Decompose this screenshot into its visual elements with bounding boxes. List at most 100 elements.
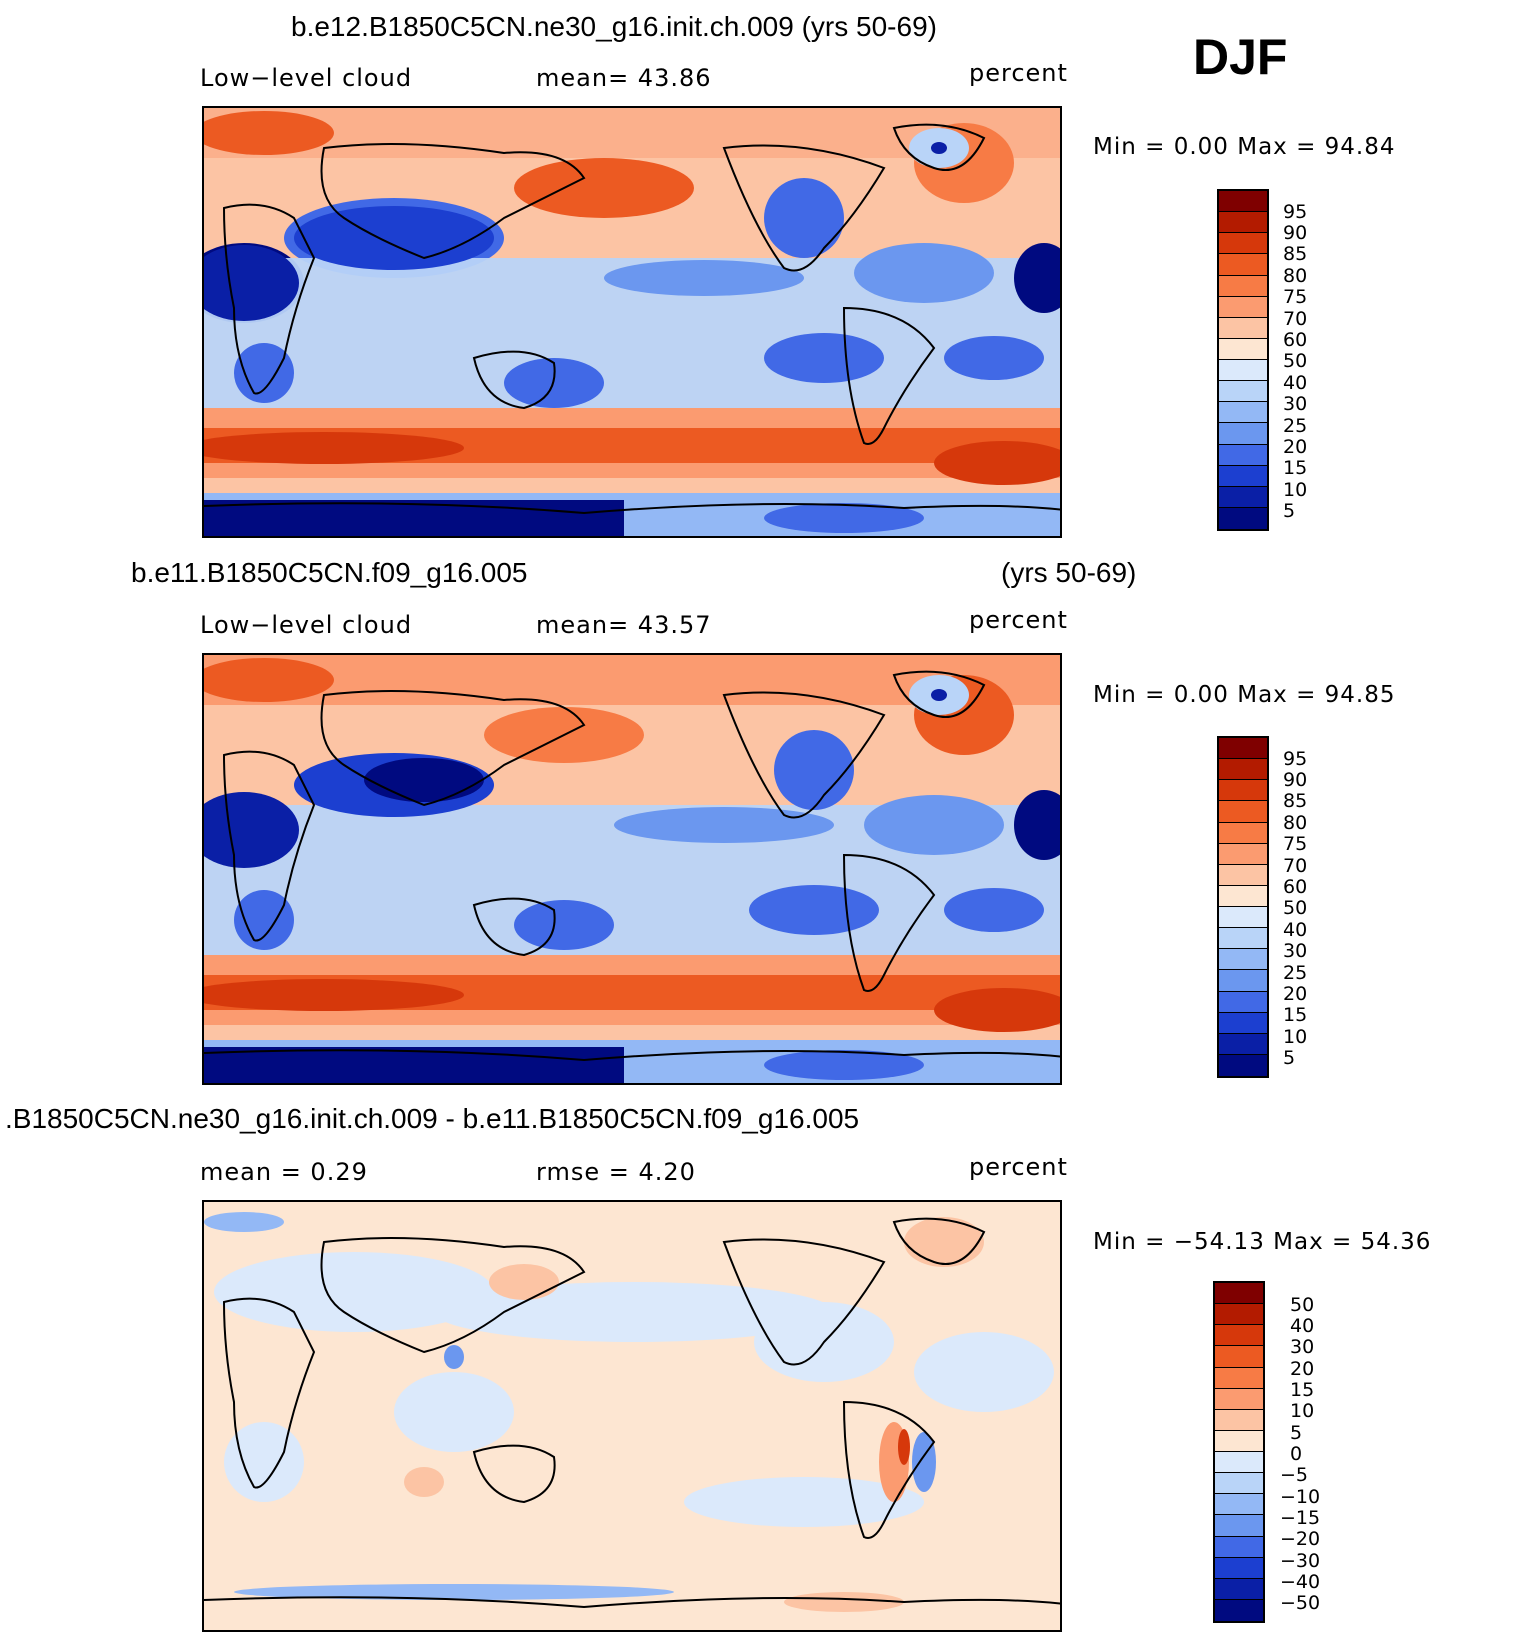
panel3-colorbar-segment <box>1215 1388 1263 1410</box>
panel2-colorbar-tick: 30 <box>1283 940 1308 962</box>
panel3-map-svg <box>204 1202 1060 1630</box>
panel2-colorbar-tick: 15 <box>1283 1004 1308 1026</box>
panel3-colorbar-segment <box>1215 1599 1263 1621</box>
panel2-title: b.e11.B1850C5CN.f09_g16.005 <box>131 557 528 588</box>
panel1-units-label: percent <box>969 59 1068 87</box>
panel1-colorbar-segment <box>1219 486 1267 508</box>
panel2-colorbar <box>1217 736 1269 1078</box>
panel1-colorbar-segment <box>1219 338 1267 360</box>
panel2-colorbar-segment <box>1219 928 1267 950</box>
panel1-colorbar-segment <box>1219 275 1267 297</box>
panel2-colorbar-segment <box>1219 738 1267 760</box>
panel1-colorbar-segment <box>1219 465 1267 487</box>
panel1-colorbar-tick: 70 <box>1283 308 1308 330</box>
panel1-colorbar-tick: 85 <box>1283 243 1308 265</box>
panel3-colorbar-segment <box>1215 1452 1263 1474</box>
panel1-colorbar-tick: 10 <box>1283 479 1308 501</box>
panel1-colorbar-segment <box>1219 233 1267 255</box>
panel2-colorbar-segment <box>1219 1012 1267 1034</box>
panel1-mean-label: mean= 43.86 <box>536 64 712 92</box>
panel3-colorbar-tick: 40 <box>1290 1315 1315 1337</box>
panel1-colorbar-segment <box>1219 212 1267 234</box>
panel2-colorbar-segment <box>1219 949 1267 971</box>
panel1-map <box>202 106 1062 538</box>
panel3-colorbar-segment <box>1215 1578 1263 1600</box>
panel1-colorbar-segment <box>1219 507 1267 529</box>
panel3-colorbar-tick: 5 <box>1290 1422 1303 1444</box>
panel3-rmse-label: rmse = 4.20 <box>536 1158 696 1186</box>
panel3-colorbar-tick: −40 <box>1280 1571 1321 1593</box>
panel3-colorbar-segment <box>1215 1367 1263 1389</box>
panel3-colorbar-segment <box>1215 1304 1263 1326</box>
panel1-minmax: Min = 0.00 Max = 94.84 <box>1093 134 1396 160</box>
panel2-variable-label: Low−level cloud <box>200 611 413 639</box>
panel2-colorbar-segment <box>1219 970 1267 992</box>
season-label: DJF <box>1193 29 1288 85</box>
panel2-colorbar-tick: 10 <box>1283 1026 1308 1048</box>
panel2-colorbar-tick: 20 <box>1283 983 1308 1005</box>
panel2-colorbar-segment <box>1219 1054 1267 1076</box>
panel1-colorbar-tick: 5 <box>1283 500 1296 522</box>
panel2-colorbar-segment <box>1219 759 1267 781</box>
panel1-colorbar-tick: 90 <box>1283 222 1308 244</box>
panel1-colorbar-tick: 95 <box>1283 201 1308 223</box>
panel3-colorbar-tick: −10 <box>1280 1486 1321 1508</box>
panel2-colorbar-segment <box>1219 885 1267 907</box>
panel1-colorbar-tick: 80 <box>1283 265 1308 287</box>
panel3-map <box>202 1200 1062 1632</box>
panel3-colorbar-segment <box>1215 1283 1263 1305</box>
panel2-map <box>202 653 1062 1085</box>
panel1-colorbar-tick: 50 <box>1283 350 1308 372</box>
panel1-map-svg <box>204 108 1060 536</box>
panel2-title-years: (yrs 50-69) <box>1001 557 1137 588</box>
panel1-colorbar-tick: 15 <box>1283 457 1308 479</box>
panel2-mean-label: mean= 43.57 <box>536 611 712 639</box>
panel3-colorbar-tick: 10 <box>1290 1400 1315 1422</box>
panel1-colorbar-segment <box>1219 402 1267 424</box>
panel1-colorbar-tick: 20 <box>1283 436 1308 458</box>
panel1-title: b.e12.B1850C5CN.ne30_g16.init.ch.009 (yr… <box>291 11 937 42</box>
panel2-colorbar-tick: 75 <box>1283 833 1308 855</box>
panel2-colorbar-tick: 5 <box>1283 1047 1296 1069</box>
panel1-colorbar-segment <box>1219 381 1267 403</box>
panel3-colorbar-segment <box>1215 1515 1263 1537</box>
panel2-colorbar-tick: 40 <box>1283 919 1308 941</box>
panel3-colorbar-tick: 15 <box>1290 1379 1315 1401</box>
panel2-colorbar-segment <box>1219 991 1267 1013</box>
panel3-colorbar-tick: −20 <box>1280 1528 1321 1550</box>
panel3-colorbar-segment <box>1215 1557 1263 1579</box>
panel1-colorbar-tick: 30 <box>1283 393 1308 415</box>
panel1-colorbar-tick: 60 <box>1283 329 1308 351</box>
panel2-colorbar-tick: 90 <box>1283 769 1308 791</box>
panel2-colorbar-tick: 50 <box>1283 897 1308 919</box>
panel3-colorbar-tick: 30 <box>1290 1336 1315 1358</box>
panel2-colorbar-segment <box>1219 801 1267 823</box>
panel3-title: .B1850C5CN.ne30_g16.init.ch.009 - b.e11.… <box>5 1103 860 1134</box>
panel1-colorbar-segment <box>1219 444 1267 466</box>
panel1-colorbar-tick: 25 <box>1283 415 1308 437</box>
panel3-colorbar-segment <box>1215 1346 1263 1368</box>
panel1-variable-label: Low−level cloud <box>200 64 413 92</box>
panel2-map-svg <box>204 655 1060 1083</box>
panel1-colorbar-segment <box>1219 423 1267 445</box>
panel3-colorbar-segment <box>1215 1536 1263 1558</box>
panel1-colorbar-segment <box>1219 317 1267 339</box>
panel2-minmax: Min = 0.00 Max = 94.85 <box>1093 682 1396 708</box>
panel1-colorbar-segment <box>1219 254 1267 276</box>
panel3-colorbar <box>1213 1281 1265 1623</box>
panel1-colorbar-tick: 75 <box>1283 286 1308 308</box>
panel2-colorbar-tick: 80 <box>1283 812 1308 834</box>
panel2-colorbar-tick: 95 <box>1283 748 1308 770</box>
panel3-colorbar-segment <box>1215 1409 1263 1431</box>
panel2-colorbar-segment <box>1219 864 1267 886</box>
panel2-units-label: percent <box>969 606 1068 634</box>
panel1-colorbar-segment <box>1219 296 1267 318</box>
panel2-colorbar-tick: 25 <box>1283 962 1308 984</box>
panel1-colorbar-tick: 40 <box>1283 372 1308 394</box>
panel3-colorbar-tick: 50 <box>1290 1294 1315 1316</box>
panel3-mean-label: mean = 0.29 <box>200 1158 368 1186</box>
panel3-colorbar-segment <box>1215 1430 1263 1452</box>
panel3-colorbar-segment <box>1215 1473 1263 1495</box>
panel2-colorbar-tick: 70 <box>1283 855 1308 877</box>
panel3-colorbar-tick: −5 <box>1280 1464 1309 1486</box>
